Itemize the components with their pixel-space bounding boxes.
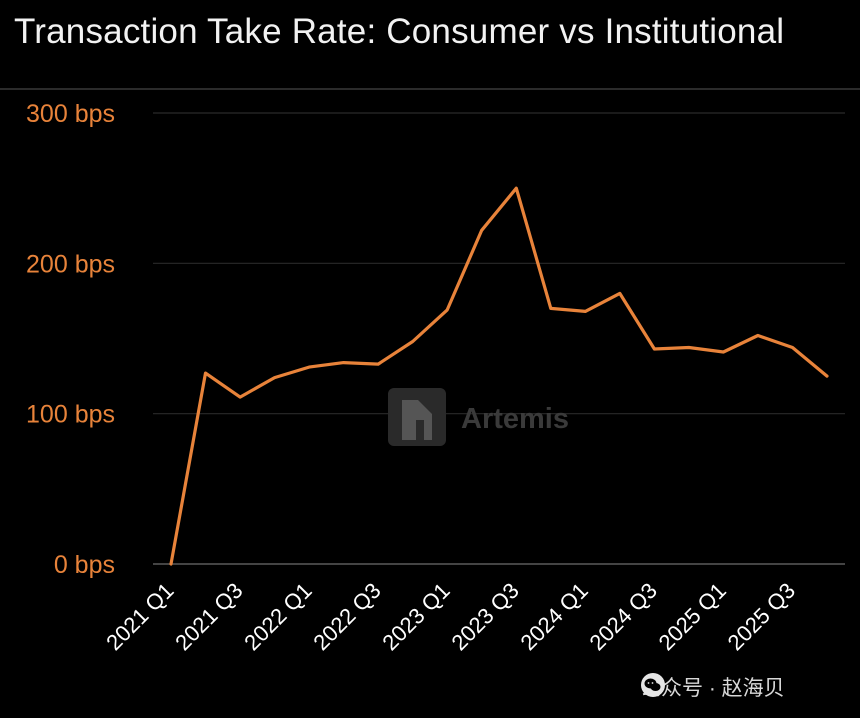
artemis-watermark-label: Artemis (461, 403, 569, 435)
x-tick-label: 2024 Q1 (515, 578, 592, 655)
x-tick-label: 2021 Q1 (101, 578, 178, 655)
x-tick-label: 2025 Q3 (723, 578, 800, 655)
y-tick-label: 100 bps (26, 401, 115, 429)
x-tick-label: 2025 Q1 (654, 578, 731, 655)
y-tick-labels: 0 bps 100 bps 200 bps 300 bps (26, 100, 115, 579)
grid-lines (153, 112, 845, 565)
y-tick-label: 300 bps (26, 100, 115, 128)
x-tick-label: 2023 Q3 (446, 578, 523, 655)
series-line (169, 186, 829, 566)
y-tick-label: 0 bps (54, 551, 115, 579)
x-tick-label: 2024 Q3 (585, 578, 662, 655)
wechat-icon (641, 673, 665, 697)
artemis-watermark: Artemis (388, 388, 569, 446)
y-tick-label: 200 bps (26, 250, 115, 278)
x-tick-label: 2023 Q1 (377, 578, 454, 655)
x-tick-label: 2022 Q1 (239, 578, 316, 655)
x-tick-label: 2022 Q3 (308, 578, 385, 655)
chart-title: Transaction Take Rate: Consumer vs Insti… (14, 12, 785, 51)
credit: 公众号 · 赵海贝 (640, 672, 785, 702)
artemis-logo-mark (402, 400, 432, 440)
header-divider (0, 88, 860, 90)
credit-label: 公众号 · 赵海贝 (640, 677, 785, 700)
x-tick-label: 2021 Q3 (170, 578, 247, 655)
